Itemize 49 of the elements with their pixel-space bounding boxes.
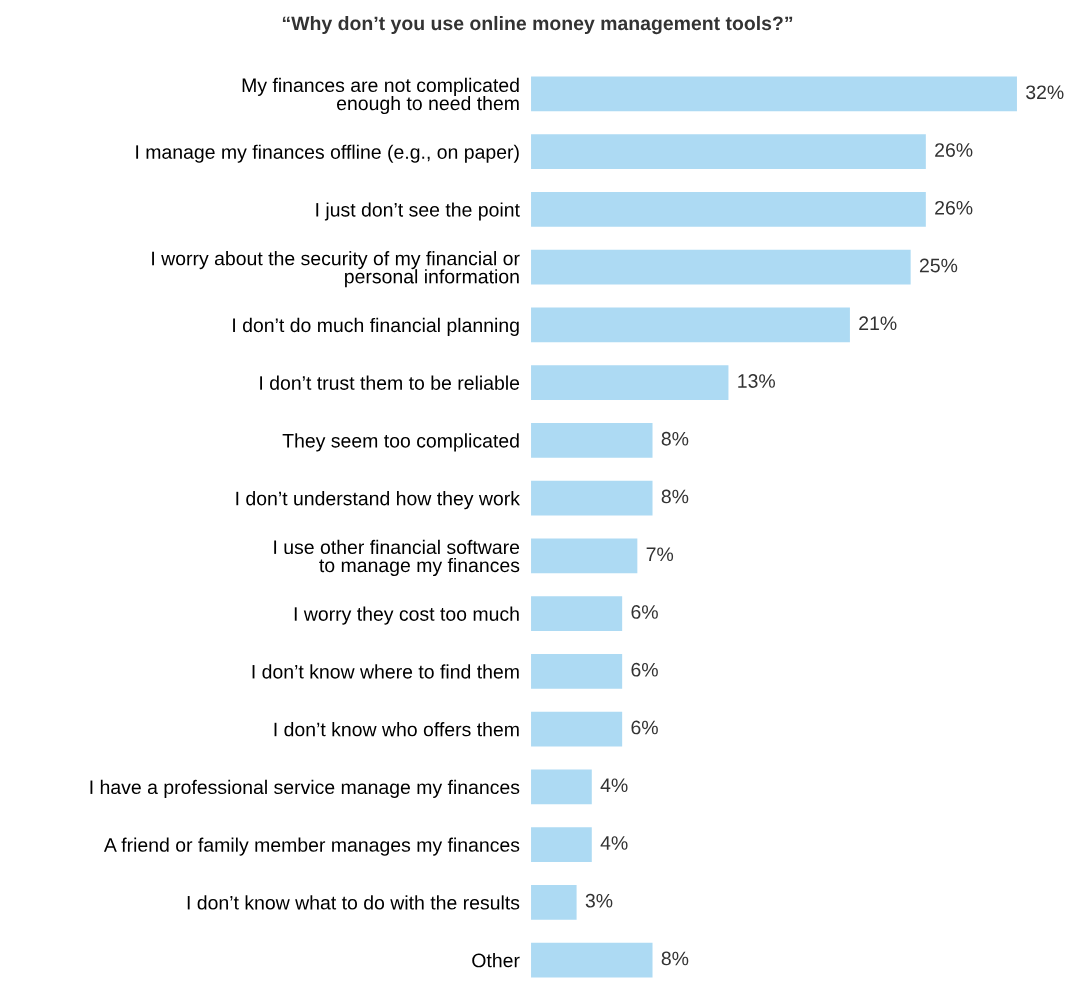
bar bbox=[531, 249, 911, 285]
data-label: 7% bbox=[646, 547, 674, 562]
y-tick-label: A friend or family member manages my finances bbox=[103, 837, 520, 856]
data-label: 25% bbox=[919, 258, 958, 273]
bar bbox=[531, 134, 926, 170]
data-label: 6% bbox=[631, 662, 658, 677]
y-tick-label: Other bbox=[472, 953, 520, 968]
data-label: 21% bbox=[859, 316, 897, 331]
bar bbox=[531, 76, 1017, 112]
bar bbox=[531, 942, 653, 978]
data-label: 13% bbox=[738, 374, 776, 388]
bar bbox=[531, 827, 592, 862]
y-tick-label: I don’t know what to do with the results bbox=[187, 895, 520, 910]
y-tick-label: They seem too complicated bbox=[282, 433, 519, 452]
data-label: 6% bbox=[631, 605, 658, 619]
bar bbox=[531, 307, 850, 343]
bar bbox=[531, 654, 623, 689]
bar bbox=[531, 769, 592, 805]
data-label: 32% bbox=[1026, 85, 1064, 100]
y-tick-label: I worry about the security of my financial or personal information bbox=[152, 251, 520, 288]
data-label: 26% bbox=[935, 143, 973, 157]
y-tick-label: I don’t understand how they work bbox=[236, 491, 520, 510]
bar bbox=[531, 423, 653, 458]
y-tick-label: I don’t do much financial planning bbox=[233, 317, 519, 336]
data-label: 4% bbox=[600, 836, 628, 850]
data-label: 8% bbox=[661, 951, 689, 966]
y-tick-label: I have a professional service manage my finances bbox=[90, 779, 520, 798]
y-tick-label: I just don’t see the point bbox=[316, 202, 520, 221]
y-tick-label: My finances are not complicated enough to need them bbox=[242, 77, 519, 115]
data-label: 4% bbox=[600, 778, 628, 793]
data-label: 8% bbox=[661, 431, 689, 446]
y-tick-label: I don’t know who offers them bbox=[274, 722, 519, 737]
data-label: 3% bbox=[585, 893, 613, 908]
y-tick-label: I don’t trust them to be reliable bbox=[260, 375, 520, 390]
bar bbox=[531, 480, 653, 516]
bar bbox=[531, 711, 623, 747]
bar bbox=[531, 596, 623, 631]
y-tick-label: I use other financial software to manage my finances bbox=[274, 539, 520, 577]
bar bbox=[531, 192, 926, 227]
y-tick-label: I manage my finances offline (e.g., on paper) bbox=[136, 144, 519, 163]
y-tick-label: I worry they cost too much bbox=[294, 606, 519, 625]
y-tick-label: I don’t know where to find them bbox=[252, 664, 519, 679]
data-label: 26% bbox=[935, 200, 973, 215]
data-label: 6% bbox=[631, 720, 658, 735]
chart-title: “Why don’t you use online money management tools?” bbox=[282, 15, 793, 35]
bar bbox=[531, 885, 577, 920]
bar bbox=[531, 538, 638, 574]
data-label: 8% bbox=[661, 489, 689, 504]
bar bbox=[531, 365, 729, 400]
